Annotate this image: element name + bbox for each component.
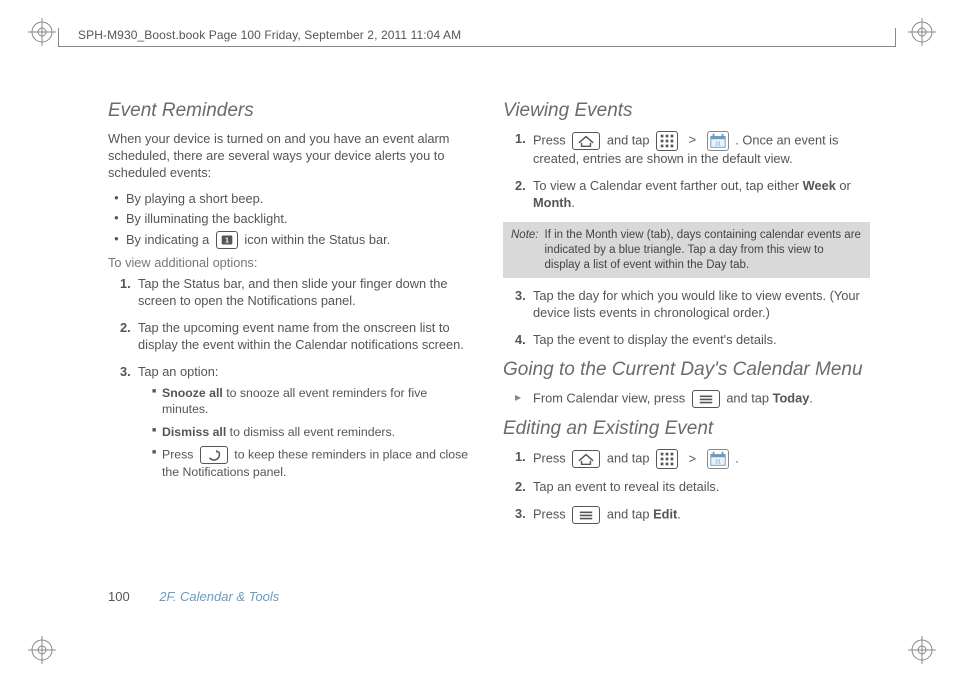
option-dismiss-bold: Dismiss all: [162, 425, 226, 439]
estep3-a: Press: [533, 506, 569, 521]
bullet-status-icon: By indicating a 1 icon within the Status…: [114, 231, 475, 250]
status-1-icon: 1: [216, 231, 238, 249]
going-item: From Calendar view, press and tap Today.: [515, 390, 870, 408]
estep-2: Tap an event to reveal its details.: [515, 479, 870, 496]
vstep-3: Tap the day for which you would like to …: [515, 288, 870, 322]
note-label: Note:: [511, 228, 539, 273]
home-key-icon-2: [572, 450, 600, 468]
bullet-status-text-b: icon within the Status bar.: [244, 232, 390, 247]
estep3-d: .: [677, 506, 681, 521]
page-footer: 100 2F. Calendar & Tools: [108, 589, 279, 604]
left-column: Event Reminders When your device is turn…: [108, 100, 475, 622]
gt-2: >: [689, 451, 696, 466]
gt-1: >: [689, 132, 696, 147]
calendar-app-icon-2: 31: [707, 449, 729, 469]
estep1-b: and tap: [607, 451, 653, 466]
going-a: From Calendar view, press: [533, 391, 689, 406]
svg-text:1: 1: [225, 237, 229, 245]
options-steps: Tap the Status bar, and then slide your …: [108, 276, 475, 480]
estep1-c: .: [735, 451, 739, 466]
option-snooze-all: Snooze all to snooze all event reminders…: [152, 385, 475, 418]
vstep2-a: To view a Calendar event farther out, ta…: [533, 178, 803, 193]
page-body: Event Reminders When your device is turn…: [108, 100, 870, 622]
vstep-1: Press and tap > 31 . Once an event is cr…: [515, 131, 870, 168]
vstep-2: To view a Calendar event farther out, ta…: [515, 178, 870, 212]
option-dismiss-text: to dismiss all event reminders.: [226, 425, 395, 439]
estep3-edit: Edit: [653, 506, 677, 521]
estep1-a: Press: [533, 451, 569, 466]
heading-editing-event: Editing an Existing Event: [503, 418, 870, 440]
crop-mark-bottom-left: [28, 636, 56, 664]
vstep2-month: Month: [533, 195, 571, 210]
alert-methods-list: By playing a short beep. By illuminating…: [108, 190, 475, 250]
going-today: Today: [773, 391, 810, 406]
vstep2-or: or: [836, 178, 851, 193]
step-3-text: Tap an option:: [138, 364, 218, 379]
header-rule-left: [58, 28, 59, 46]
header-rule-right: [895, 28, 896, 46]
subhead-additional-options: To view additional options:: [108, 255, 475, 270]
note-text: If in the Month view (tab), days contain…: [545, 228, 863, 273]
right-column: Viewing Events Press and tap > 31 . Once…: [503, 100, 870, 622]
intro-paragraph: When your device is turned on and you ha…: [108, 131, 475, 182]
step-2: Tap the upcoming event name from the ons…: [120, 320, 475, 354]
vstep-4: Tap the event to display the event's det…: [515, 332, 870, 349]
apps-grid-icon: [656, 131, 678, 151]
menu-key-icon: [692, 390, 720, 408]
svg-text:31: 31: [715, 460, 721, 466]
svg-text:31: 31: [715, 142, 721, 148]
page-number: 100: [108, 589, 130, 604]
crop-mark-top-right: [908, 18, 936, 46]
menu-key-icon-2: [572, 506, 600, 524]
step-3: Tap an option: Snooze all to snooze all …: [120, 364, 475, 481]
editing-steps: Press and tap > 31 . Tap an event to rev…: [503, 449, 870, 524]
header-rule: [58, 46, 896, 47]
bullet-status-text-a: By indicating a: [126, 232, 213, 247]
heading-viewing-events: Viewing Events: [503, 100, 870, 122]
vstep1-b: and tap: [607, 132, 653, 147]
vstep2-week: Week: [803, 178, 836, 193]
heading-event-reminders: Event Reminders: [108, 100, 475, 122]
print-header: SPH-M930_Boost.book Page 100 Friday, Sep…: [78, 28, 461, 42]
viewing-steps-cont: Tap the day for which you would like to …: [503, 288, 870, 349]
bullet-backlight: By illuminating the backlight.: [114, 210, 475, 229]
option-dismiss-all: Dismiss all to dismiss all event reminde…: [152, 424, 475, 440]
step-1: Tap the Status bar, and then slide your …: [120, 276, 475, 310]
vstep1-a: Press: [533, 132, 569, 147]
crop-mark-top-left: [28, 18, 56, 46]
bullet-beep: By playing a short beep.: [114, 190, 475, 209]
estep-1: Press and tap > 31 .: [515, 449, 870, 469]
option-press-back: Press to keep these reminders in place a…: [152, 446, 475, 480]
heading-going-current-day: Going to the Current Day's Calendar Menu: [503, 359, 870, 381]
viewing-steps: Press and tap > 31 . Once an event is cr…: [503, 131, 870, 212]
going-b: and tap: [726, 391, 772, 406]
back-key-icon: [200, 446, 228, 464]
home-key-icon: [572, 132, 600, 150]
vstep2-e: .: [571, 195, 575, 210]
option-snooze-bold: Snooze all: [162, 386, 223, 400]
going-d: .: [809, 391, 813, 406]
apps-grid-icon-2: [656, 449, 678, 469]
crop-mark-bottom-right: [908, 636, 936, 664]
calendar-app-icon: 31: [707, 131, 729, 151]
footer-title: 2F. Calendar & Tools: [159, 589, 279, 604]
step-3-options: Snooze all to snooze all event reminders…: [138, 385, 475, 481]
option-press-a: Press: [162, 448, 197, 462]
note-box: Note: If in the Month view (tab), days c…: [503, 222, 870, 279]
estep3-b: and tap: [607, 506, 653, 521]
estep-3: Press and tap Edit.: [515, 506, 870, 524]
